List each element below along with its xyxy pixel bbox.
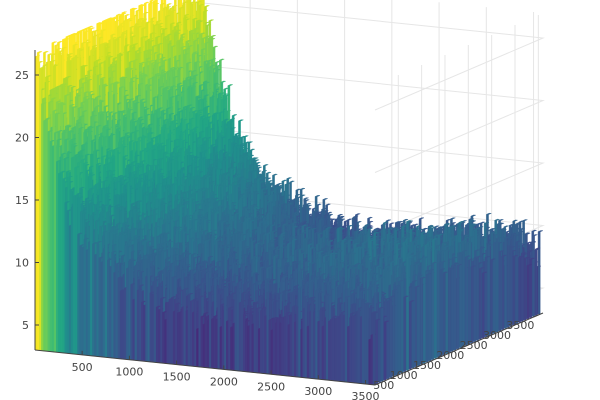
z-grid-line <box>202 2 545 111</box>
z-grid-line <box>202 65 545 173</box>
z-grid-line <box>202 127 545 236</box>
surface-plot <box>34 0 544 386</box>
surface-patch <box>537 230 544 315</box>
